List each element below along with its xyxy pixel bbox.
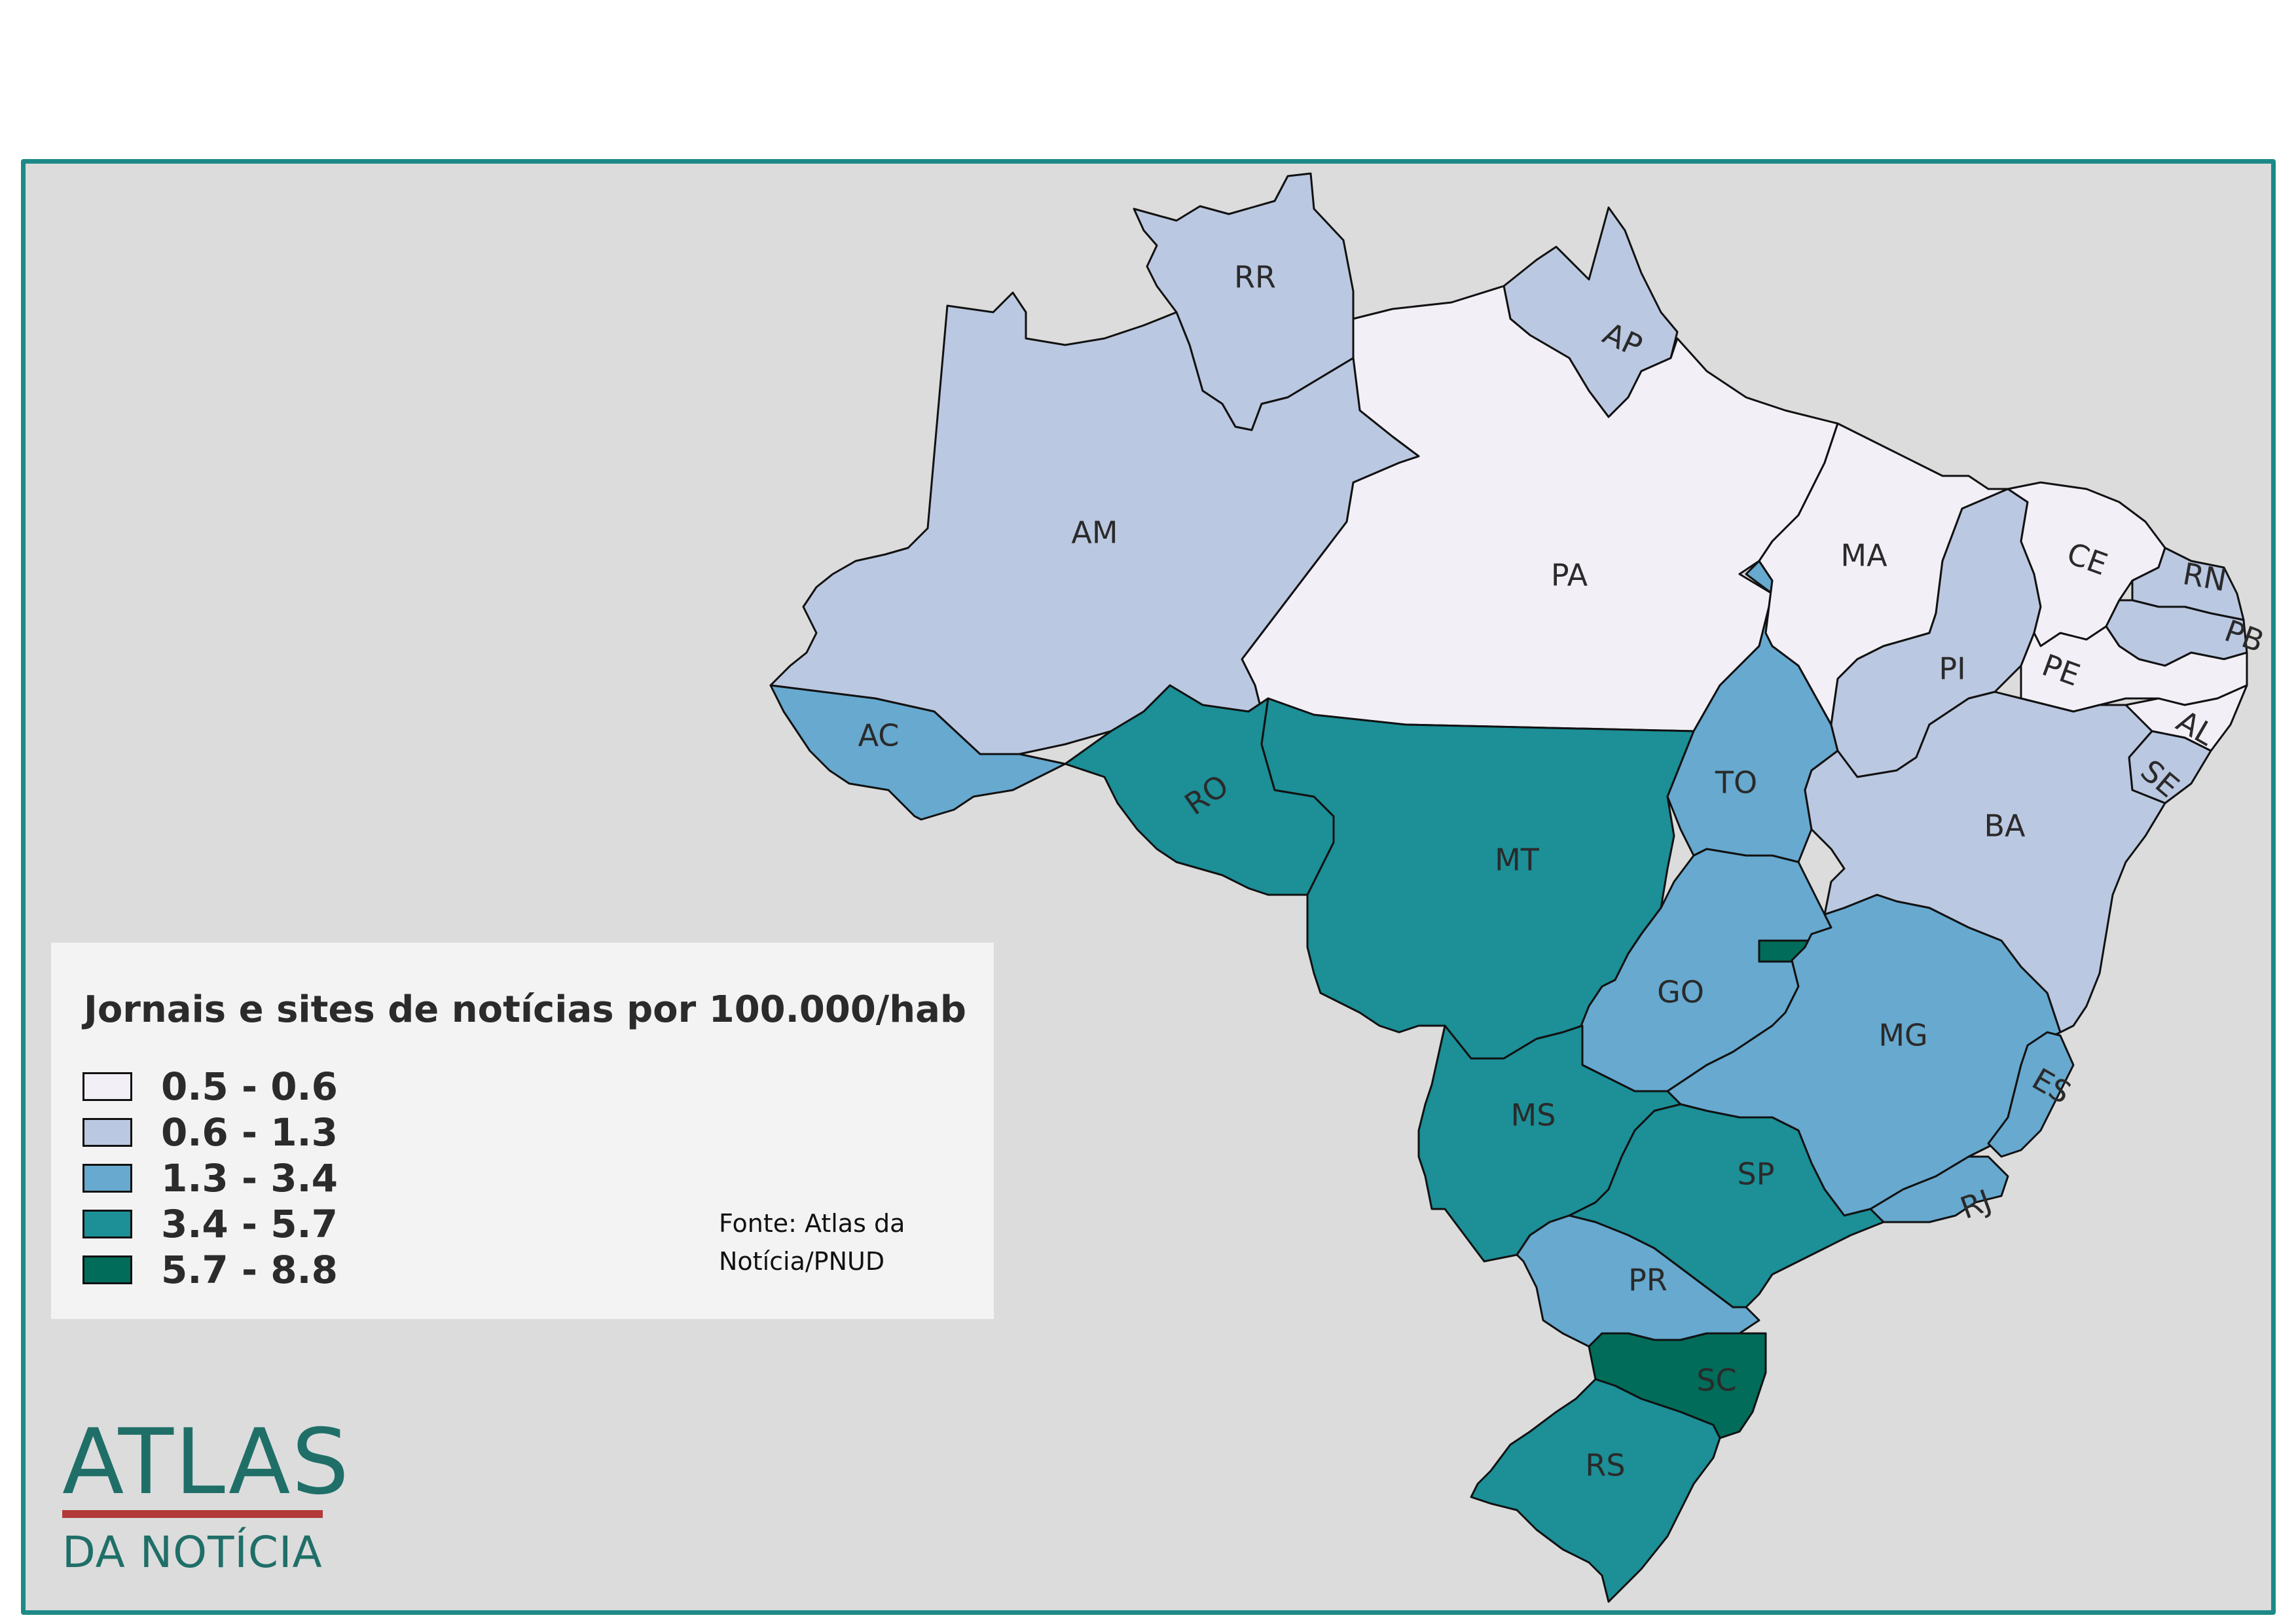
- brazil-map: RR AP AM PA MA CE RN PB PE AL SE PI BA A…: [769, 172, 2269, 1603]
- legend-label-1: 0.5 - 0.6: [161, 1064, 338, 1109]
- label-PR: PR: [1628, 1263, 1667, 1298]
- label-RN: RN: [2180, 556, 2229, 598]
- label-GO: GO: [1657, 975, 1704, 1010]
- legend-item-2: 0.6 - 1.3: [82, 1110, 338, 1155]
- state-AM[interactable]: [769, 291, 1420, 755]
- label-PI: PI: [1939, 651, 1965, 687]
- source-note: Fonte: Atlas da Notícia/PNUD: [719, 1209, 905, 1276]
- label-AM: AM: [1071, 515, 1118, 550]
- legend-item-5: 5.7 - 8.8: [82, 1248, 338, 1292]
- state-RS[interactable]: [1470, 1378, 1721, 1603]
- legend-swatch-5: [82, 1255, 132, 1284]
- legend-item-4: 3.4 - 5.7: [82, 1202, 338, 1246]
- label-BA: BA: [1984, 808, 2026, 844]
- atlas-da-noticia-logo: ATLAS DA NOTÍCIA: [62, 1417, 350, 1578]
- legend-label-4: 3.4 - 5.7: [161, 1202, 338, 1246]
- legend-item-1: 0.5 - 0.6: [82, 1064, 338, 1109]
- legend-swatch-1: [82, 1072, 132, 1101]
- state-AC[interactable]: [769, 684, 1066, 821]
- label-RR: RR: [1234, 260, 1276, 295]
- state-ES[interactable]: [1987, 1031, 2075, 1158]
- label-MA: MA: [1840, 538, 1887, 573]
- logo-subtitle: DA NOTÍCIA: [62, 1527, 323, 1578]
- legend-swatch-2: [82, 1118, 132, 1147]
- label-SP: SP: [1738, 1157, 1775, 1192]
- state-SP[interactable]: [1568, 1103, 1885, 1308]
- legend-swatch-3: [82, 1164, 132, 1193]
- legend-item-3: 1.3 - 3.4: [82, 1156, 338, 1200]
- legend-label-3: 1.3 - 3.4: [161, 1156, 338, 1200]
- legend-panel: Jornais e sites de notícias por 100.000/…: [51, 943, 994, 1319]
- label-TO: TO: [1715, 765, 1757, 801]
- label-SC: SC: [1696, 1363, 1736, 1398]
- state-RJ[interactable]: [1869, 1155, 2009, 1223]
- logo-title: ATLAS: [62, 1409, 351, 1515]
- label-AC: AC: [858, 718, 900, 753]
- label-MT: MT: [1495, 842, 1540, 878]
- legend-title: Jornais e sites de notícias por 100.000/…: [84, 988, 966, 1031]
- label-PA: PA: [1551, 558, 1588, 593]
- label-MS: MS: [1511, 1098, 1556, 1133]
- label-RS: RS: [1585, 1448, 1625, 1483]
- logo-rule: [62, 1510, 323, 1518]
- state-BA[interactable]: [1804, 691, 2166, 1034]
- map-frame: RR AP AM PA MA CE RN PB PE AL SE PI BA A…: [21, 159, 2276, 1615]
- label-MG: MG: [1878, 1018, 1927, 1053]
- legend-swatch-4: [82, 1210, 132, 1238]
- legend-label-2: 0.6 - 1.3: [161, 1110, 338, 1155]
- legend-label-5: 5.7 - 8.8: [161, 1248, 338, 1292]
